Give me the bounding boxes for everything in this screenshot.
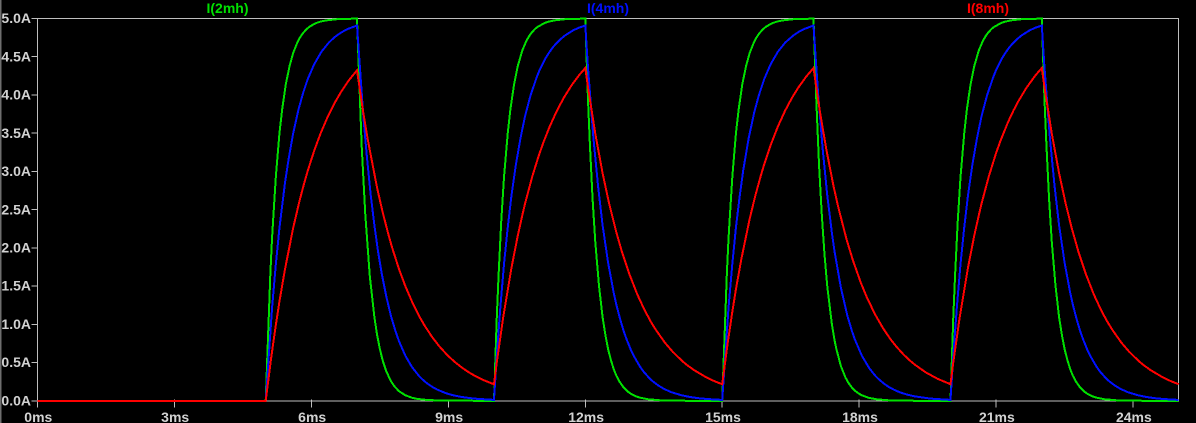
svg-text:15ms: 15ms (705, 409, 741, 423)
svg-text:I(8mh): I(8mh) (967, 0, 1009, 16)
svg-text:3.0A: 3.0A (1, 163, 31, 179)
svg-text:0.0A: 0.0A (1, 392, 31, 408)
svg-text:4.0A: 4.0A (1, 87, 31, 103)
svg-text:I(2mh): I(2mh) (207, 0, 249, 16)
svg-text:0ms: 0ms (24, 409, 52, 423)
svg-text:21ms: 21ms (979, 409, 1015, 423)
svg-text:3ms: 3ms (161, 409, 189, 423)
svg-text:18ms: 18ms (842, 409, 878, 423)
svg-text:1.5A: 1.5A (1, 278, 31, 294)
svg-text:2.0A: 2.0A (1, 240, 31, 256)
svg-text:24ms: 24ms (1116, 409, 1152, 423)
svg-text:0.5A: 0.5A (1, 354, 31, 370)
svg-text:4.5A: 4.5A (1, 48, 31, 64)
svg-text:3.5A: 3.5A (1, 125, 31, 141)
svg-text:6ms: 6ms (298, 409, 326, 423)
svg-text:12ms: 12ms (568, 409, 604, 423)
svg-text:9ms: 9ms (435, 409, 463, 423)
svg-text:5.0A: 5.0A (1, 10, 31, 26)
svg-text:2.5A: 2.5A (1, 201, 31, 217)
svg-text:1.0A: 1.0A (1, 316, 31, 332)
svg-text:I(4mh): I(4mh) (587, 0, 629, 16)
